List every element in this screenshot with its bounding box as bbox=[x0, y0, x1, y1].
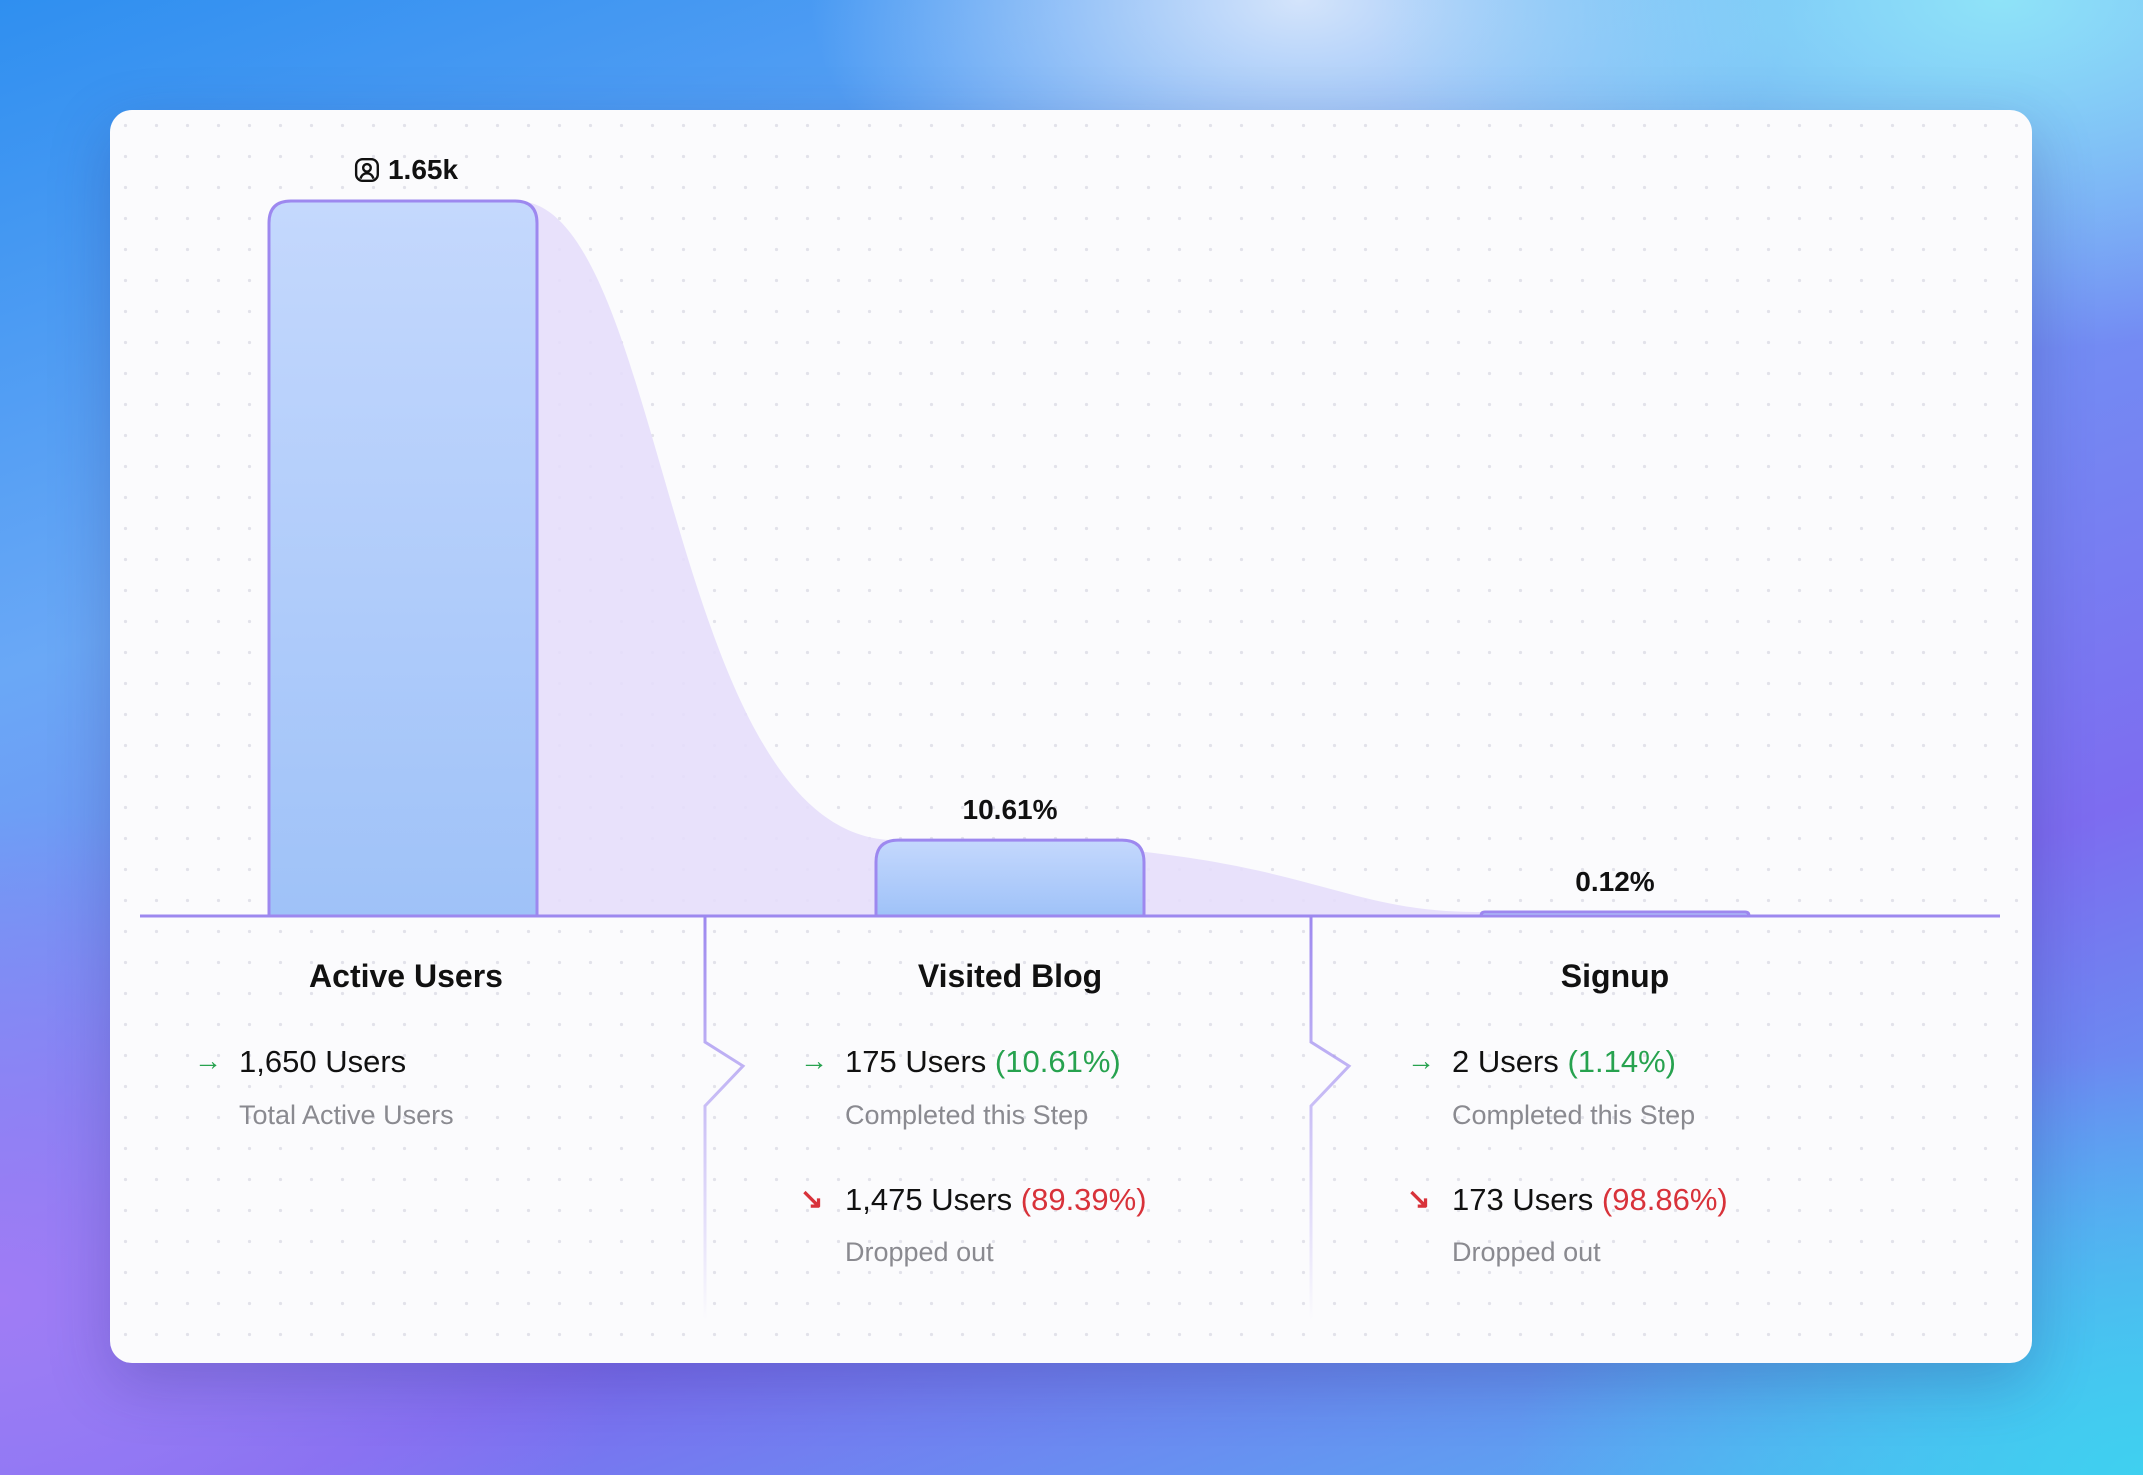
arrow-right-icon: → bbox=[1407, 1045, 1435, 1076]
step-title-visited-blog: Visited Blog bbox=[917, 958, 1103, 994]
signup-dropped: 173 Users (98.86%) bbox=[1452, 1182, 1728, 1218]
visited-blog-dropped: 1,475 Users (89.39%) bbox=[845, 1182, 1147, 1218]
completed-caption: Completed this Step bbox=[1452, 1100, 1696, 1130]
completed-pct: (1.14%) bbox=[1567, 1044, 1676, 1079]
visited-blog-completed: 175 Users (10.61%) bbox=[845, 1044, 1121, 1080]
funnel-chart bbox=[140, 199, 2000, 1320]
active-users-count: 1,650 Users bbox=[239, 1044, 406, 1080]
bar-signup bbox=[1479, 910, 1751, 918]
dropped-pct: (98.86%) bbox=[1601, 1182, 1728, 1217]
funnel-flow-area bbox=[517, 201, 1809, 916]
users-count: 1,650 Users bbox=[239, 1044, 407, 1079]
arrow-down-right-icon: ↘ bbox=[800, 1183, 824, 1214]
users-count: 1,475 Users bbox=[845, 1182, 1013, 1217]
bar-visited-blog bbox=[874, 838, 1146, 918]
dropped-pct: (89.39%) bbox=[1020, 1182, 1147, 1217]
step-title-signup: Signup bbox=[1560, 958, 1670, 994]
completed-caption: Completed this Step bbox=[845, 1100, 1089, 1130]
funnel-card: 1.65k 10.61% 0.12% Active Users Visited … bbox=[110, 110, 2032, 1363]
user-icon bbox=[354, 157, 379, 183]
signup-completed: 2 Users (1.14%) bbox=[1452, 1044, 1676, 1080]
bar-label-visited-blog: 10.61% bbox=[962, 794, 1058, 826]
bar-label-active-users: 1.65k bbox=[354, 154, 458, 186]
dropped-caption: Dropped out bbox=[845, 1237, 994, 1267]
bar-value-label: 1.65k bbox=[387, 154, 459, 185]
completed-pct: (10.61%) bbox=[994, 1044, 1121, 1079]
users-count: 2 Users bbox=[1452, 1044, 1559, 1079]
arrow-right-icon: → bbox=[800, 1045, 828, 1076]
users-count: 175 Users bbox=[845, 1044, 987, 1079]
bar-active-users bbox=[267, 199, 539, 918]
arrow-down-right-icon: ↘ bbox=[1407, 1183, 1431, 1214]
active-users-caption: Total Active Users bbox=[239, 1100, 454, 1130]
arrow-right-icon: → bbox=[194, 1045, 222, 1076]
step-title-active-users: Active Users bbox=[309, 958, 503, 994]
users-count: 173 Users bbox=[1452, 1182, 1594, 1217]
step-divider-2 bbox=[1309, 916, 1352, 1320]
step-divider-1 bbox=[703, 916, 746, 1320]
dropped-caption: Dropped out bbox=[1452, 1237, 1601, 1267]
bar-label-signup: 0.12% bbox=[1575, 866, 1655, 897]
